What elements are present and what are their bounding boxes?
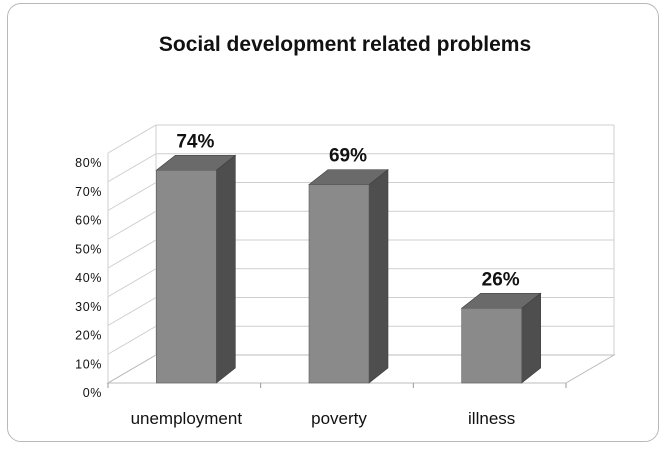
bars [155,154,542,384]
y-tick-label: 10% [75,357,102,371]
y-tick-label: 20% [75,329,102,343]
data-labels: 74% 69% 26% [176,131,519,290]
y-tick-label: 30% [75,300,102,314]
y-tick-label: 70% [75,185,102,199]
x-tick-label: poverty [311,409,367,428]
data-label: 26% [482,269,520,290]
y-axis-ticks: 0% 10% 20% 30% 40% 50% 60% 70% 80% [75,156,102,400]
x-axis-ticks: unemployment poverty illness [131,409,516,428]
x-tick-label: illness [468,409,515,428]
bar-side [216,154,236,384]
y-tick-label: 80% [75,156,102,170]
bar-poverty [308,169,389,384]
chart-walls [106,124,616,388]
data-label: 69% [329,146,367,167]
bar-unemployment [155,154,237,384]
y-tick-label: 60% [75,214,102,228]
bar-front [308,184,370,384]
y-tick-label: 0% [83,386,102,400]
data-label: 74% [176,131,214,152]
bar-side [368,169,389,384]
chart-title: Social development related problems [159,33,531,56]
x-tick-label: unemployment [131,409,243,428]
bar-front [461,307,522,384]
y-tick-label: 50% [75,242,102,256]
y-tick-label: 40% [75,271,102,285]
bar-side [521,292,541,384]
bar-front [156,169,217,384]
bar-illness [460,292,542,384]
